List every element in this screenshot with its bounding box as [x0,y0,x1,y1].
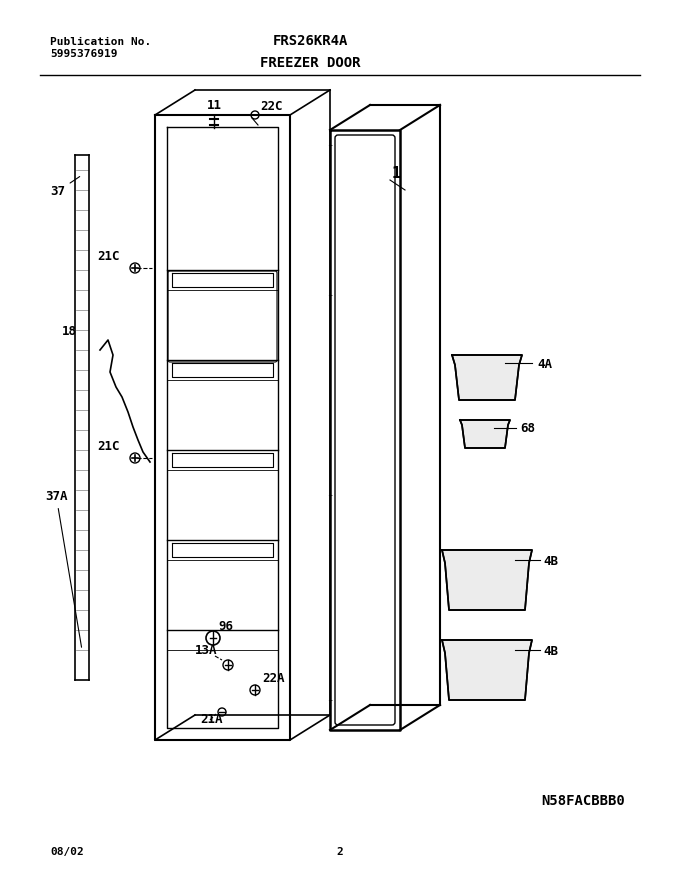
Text: 18: 18 [62,325,77,338]
Text: 21C: 21C [97,440,120,453]
Text: 21C: 21C [97,250,120,263]
Polygon shape [442,640,532,700]
Polygon shape [452,355,522,400]
Text: Publication No.: Publication No. [50,37,151,47]
Text: 96: 96 [218,620,233,633]
Text: 1: 1 [392,166,401,181]
Text: 4B: 4B [543,645,558,658]
Polygon shape [460,420,510,448]
Text: 4B: 4B [543,555,558,568]
Text: 13A: 13A [195,644,218,657]
Text: 22C: 22C [260,100,282,113]
Text: 2: 2 [337,847,343,857]
Text: 4A: 4A [537,358,552,371]
Text: 68: 68 [520,422,535,435]
Text: 5995376919: 5995376919 [50,49,118,59]
Text: 22A: 22A [262,672,284,685]
Text: 11: 11 [207,99,222,112]
Text: 21A: 21A [200,713,222,726]
Text: 37: 37 [50,177,80,198]
Text: 08/02: 08/02 [50,847,84,857]
Polygon shape [442,550,532,610]
Text: N58FACBBB0: N58FACBBB0 [541,794,625,808]
Text: FRS26KR4A: FRS26KR4A [272,34,347,48]
Text: 37A: 37A [45,490,82,647]
Text: FREEZER DOOR: FREEZER DOOR [260,56,360,70]
